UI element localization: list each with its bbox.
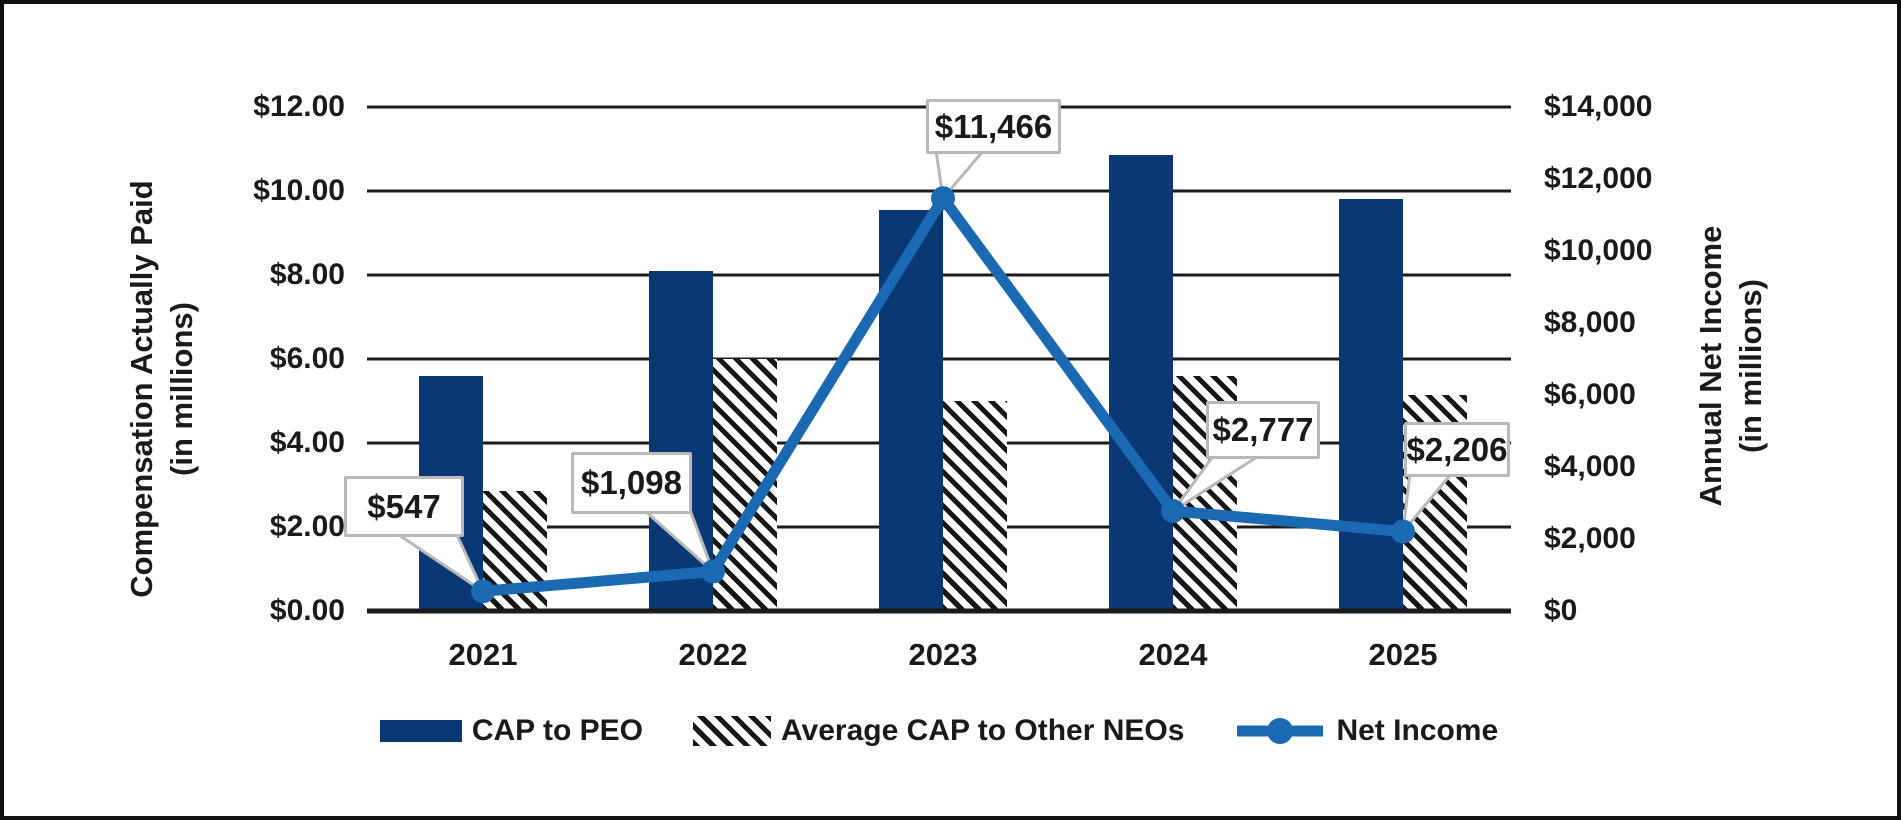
line-marker-swatch-icon — [1237, 718, 1324, 744]
hatched-bar-swatch-icon — [692, 716, 771, 746]
bar-cap-to-peo-2024 — [1109, 155, 1173, 611]
net-income-marker-2024 — [1161, 499, 1185, 524]
net-income-marker-2022 — [701, 559, 725, 584]
net-income-marker-2021 — [471, 579, 495, 604]
legend-item-cap-to-peo: CAP to PEO — [379, 714, 643, 748]
legend-label-cap-to-peo: CAP to PEO — [471, 714, 643, 747]
legend-item-net-income: Net Income — [1234, 714, 1498, 748]
bar-cap-to-peo-2025 — [1339, 199, 1403, 611]
line-series-layer — [367, 148, 1511, 614]
net-income-data-label-2025: $2,206 — [1404, 422, 1510, 477]
legend-item-average-cap-other-neos: Average CAP to Other NEOs — [692, 714, 1185, 748]
legend: CAP to PEO Average CAP to Other NEOs Net… — [367, 706, 1511, 756]
net-income-data-label-2022: $1,098 — [571, 452, 692, 514]
net-income-data-label-2024: $2,777 — [1206, 401, 1320, 459]
net-income-marker-2023 — [931, 186, 955, 211]
net-income-data-label-2021: $547 — [344, 476, 464, 537]
solid-bar-swatch-icon — [379, 720, 462, 742]
legend-label-net-income: Net Income — [1336, 714, 1499, 747]
legend-label-average-cap-other-neos: Average CAP to Other NEOs — [780, 714, 1185, 747]
net-income-data-label-2023: $11,466 — [926, 99, 1061, 154]
callout-layer: $547 $1,098 $11,466 $2,777 $2,206 — [4, 4, 1897, 816]
net-income-marker-2025 — [1391, 519, 1415, 544]
bar-average-cap-other-neos-2023 — [943, 401, 1007, 611]
